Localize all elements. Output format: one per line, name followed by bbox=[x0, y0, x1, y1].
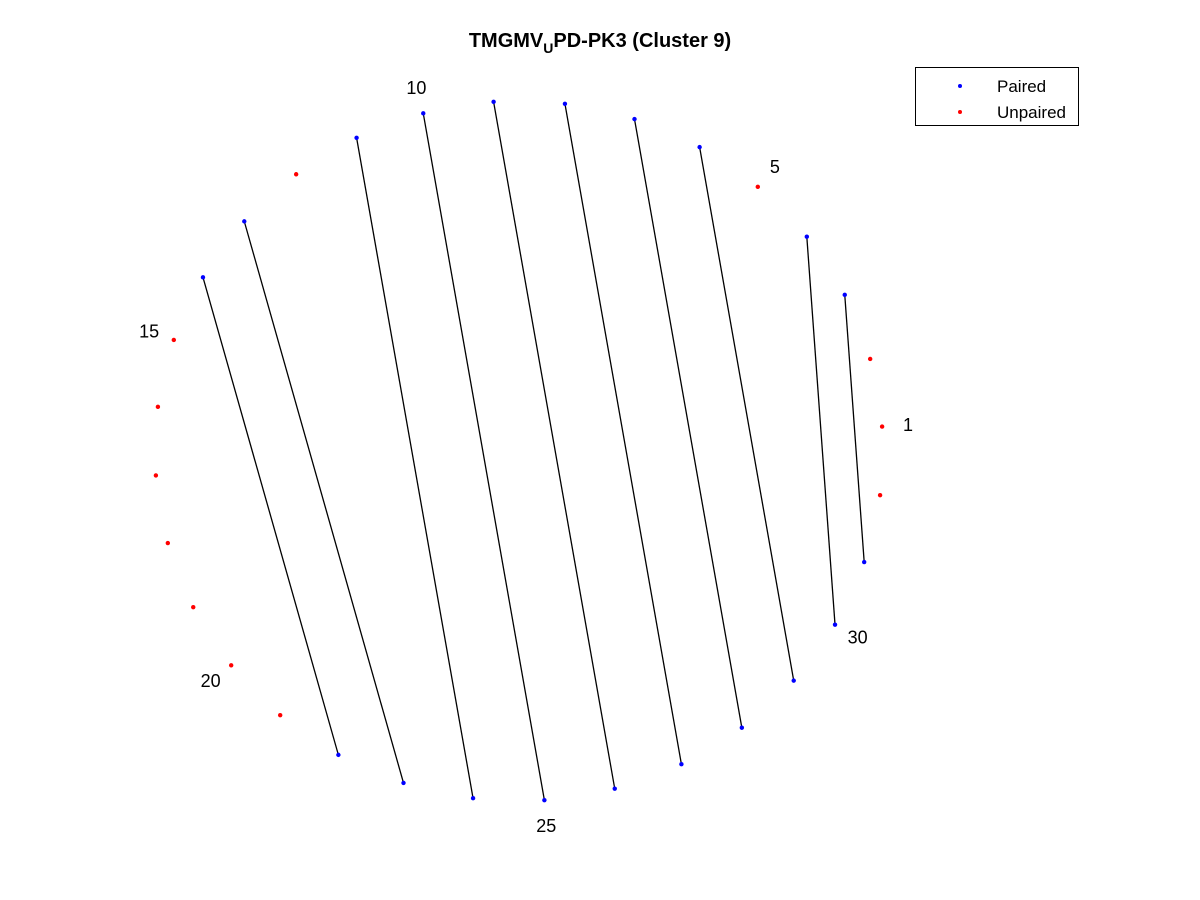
paired-point-13 bbox=[242, 219, 247, 224]
paired-point-27 bbox=[679, 762, 684, 767]
base-pair-line-6-29 bbox=[698, 147, 795, 681]
paired-point-22 bbox=[336, 752, 341, 758]
position-label-10: 10 bbox=[406, 78, 426, 98]
unpaired-point-20 bbox=[228, 663, 234, 668]
paired-point-10 bbox=[421, 111, 426, 116]
title-subscript: U bbox=[543, 40, 554, 56]
paired-point-29 bbox=[791, 678, 796, 683]
chart-title: TMGMVUPD-PK3 (Cluster 9) bbox=[468, 30, 732, 56]
paired-point-23 bbox=[401, 780, 406, 786]
unpaired-point-1 bbox=[879, 424, 885, 429]
base-pair-line-3-31 bbox=[844, 294, 865, 563]
unpaired-point-32 bbox=[877, 492, 883, 498]
paired-point-24 bbox=[470, 796, 476, 801]
base-pair-line-10-25 bbox=[422, 113, 546, 801]
nucleotide-points bbox=[153, 99, 885, 803]
base-pair-line-11-24 bbox=[355, 137, 474, 799]
paired-point-4 bbox=[804, 234, 810, 239]
paired-point-30 bbox=[832, 622, 838, 627]
position-label-30: 30 bbox=[848, 628, 868, 648]
paired-point-8 bbox=[562, 101, 568, 106]
base-pair-line-9-26 bbox=[492, 101, 616, 789]
position-label-5: 5 bbox=[770, 157, 780, 177]
position-label-1: 1 bbox=[903, 415, 913, 435]
base-pair-line-8-27 bbox=[564, 103, 683, 765]
paired-point-6 bbox=[697, 144, 702, 150]
paired-point-7 bbox=[632, 116, 637, 122]
paired-point-25 bbox=[542, 797, 547, 803]
paired-point-28 bbox=[739, 725, 745, 730]
paired-point-9 bbox=[491, 99, 496, 105]
unpaired-point-5 bbox=[755, 184, 761, 190]
unpaired-point-17 bbox=[153, 473, 159, 478]
legend-entry-paired: Paired bbox=[916, 74, 1078, 98]
unpaired-point-21 bbox=[277, 712, 283, 718]
paired-point-14 bbox=[200, 275, 206, 280]
legend-marker-unpaired bbox=[958, 110, 962, 114]
unpaired-point-12 bbox=[293, 172, 299, 177]
position-label-25: 25 bbox=[536, 816, 556, 836]
unpaired-point-18 bbox=[165, 540, 171, 546]
base-pair-line-14-22 bbox=[202, 277, 340, 756]
base-pair-line-13-23 bbox=[243, 221, 405, 784]
paired-point-26 bbox=[612, 786, 617, 791]
position-label-20: 20 bbox=[201, 671, 221, 691]
paired-point-3 bbox=[842, 292, 847, 298]
base-pair-line-7-28 bbox=[633, 118, 743, 728]
unpaired-point-19 bbox=[191, 604, 196, 610]
legend-marker-paired bbox=[958, 84, 962, 88]
paired-point-31 bbox=[861, 559, 867, 565]
legend: Paired Unpaired bbox=[915, 67, 1079, 126]
paired-point-11 bbox=[354, 135, 359, 140]
legend-label-unpaired: Unpaired bbox=[997, 103, 1066, 122]
legend-entry-unpaired: Unpaired bbox=[916, 100, 1078, 124]
position-label-15: 15 bbox=[139, 322, 159, 342]
base-pair-line-4-30 bbox=[806, 236, 836, 625]
base-pair-lines bbox=[202, 101, 865, 801]
legend-label-paired: Paired bbox=[997, 77, 1047, 96]
unpaired-point-16 bbox=[155, 404, 161, 410]
unpaired-point-2 bbox=[867, 356, 873, 362]
unpaired-point-15 bbox=[171, 337, 177, 343]
